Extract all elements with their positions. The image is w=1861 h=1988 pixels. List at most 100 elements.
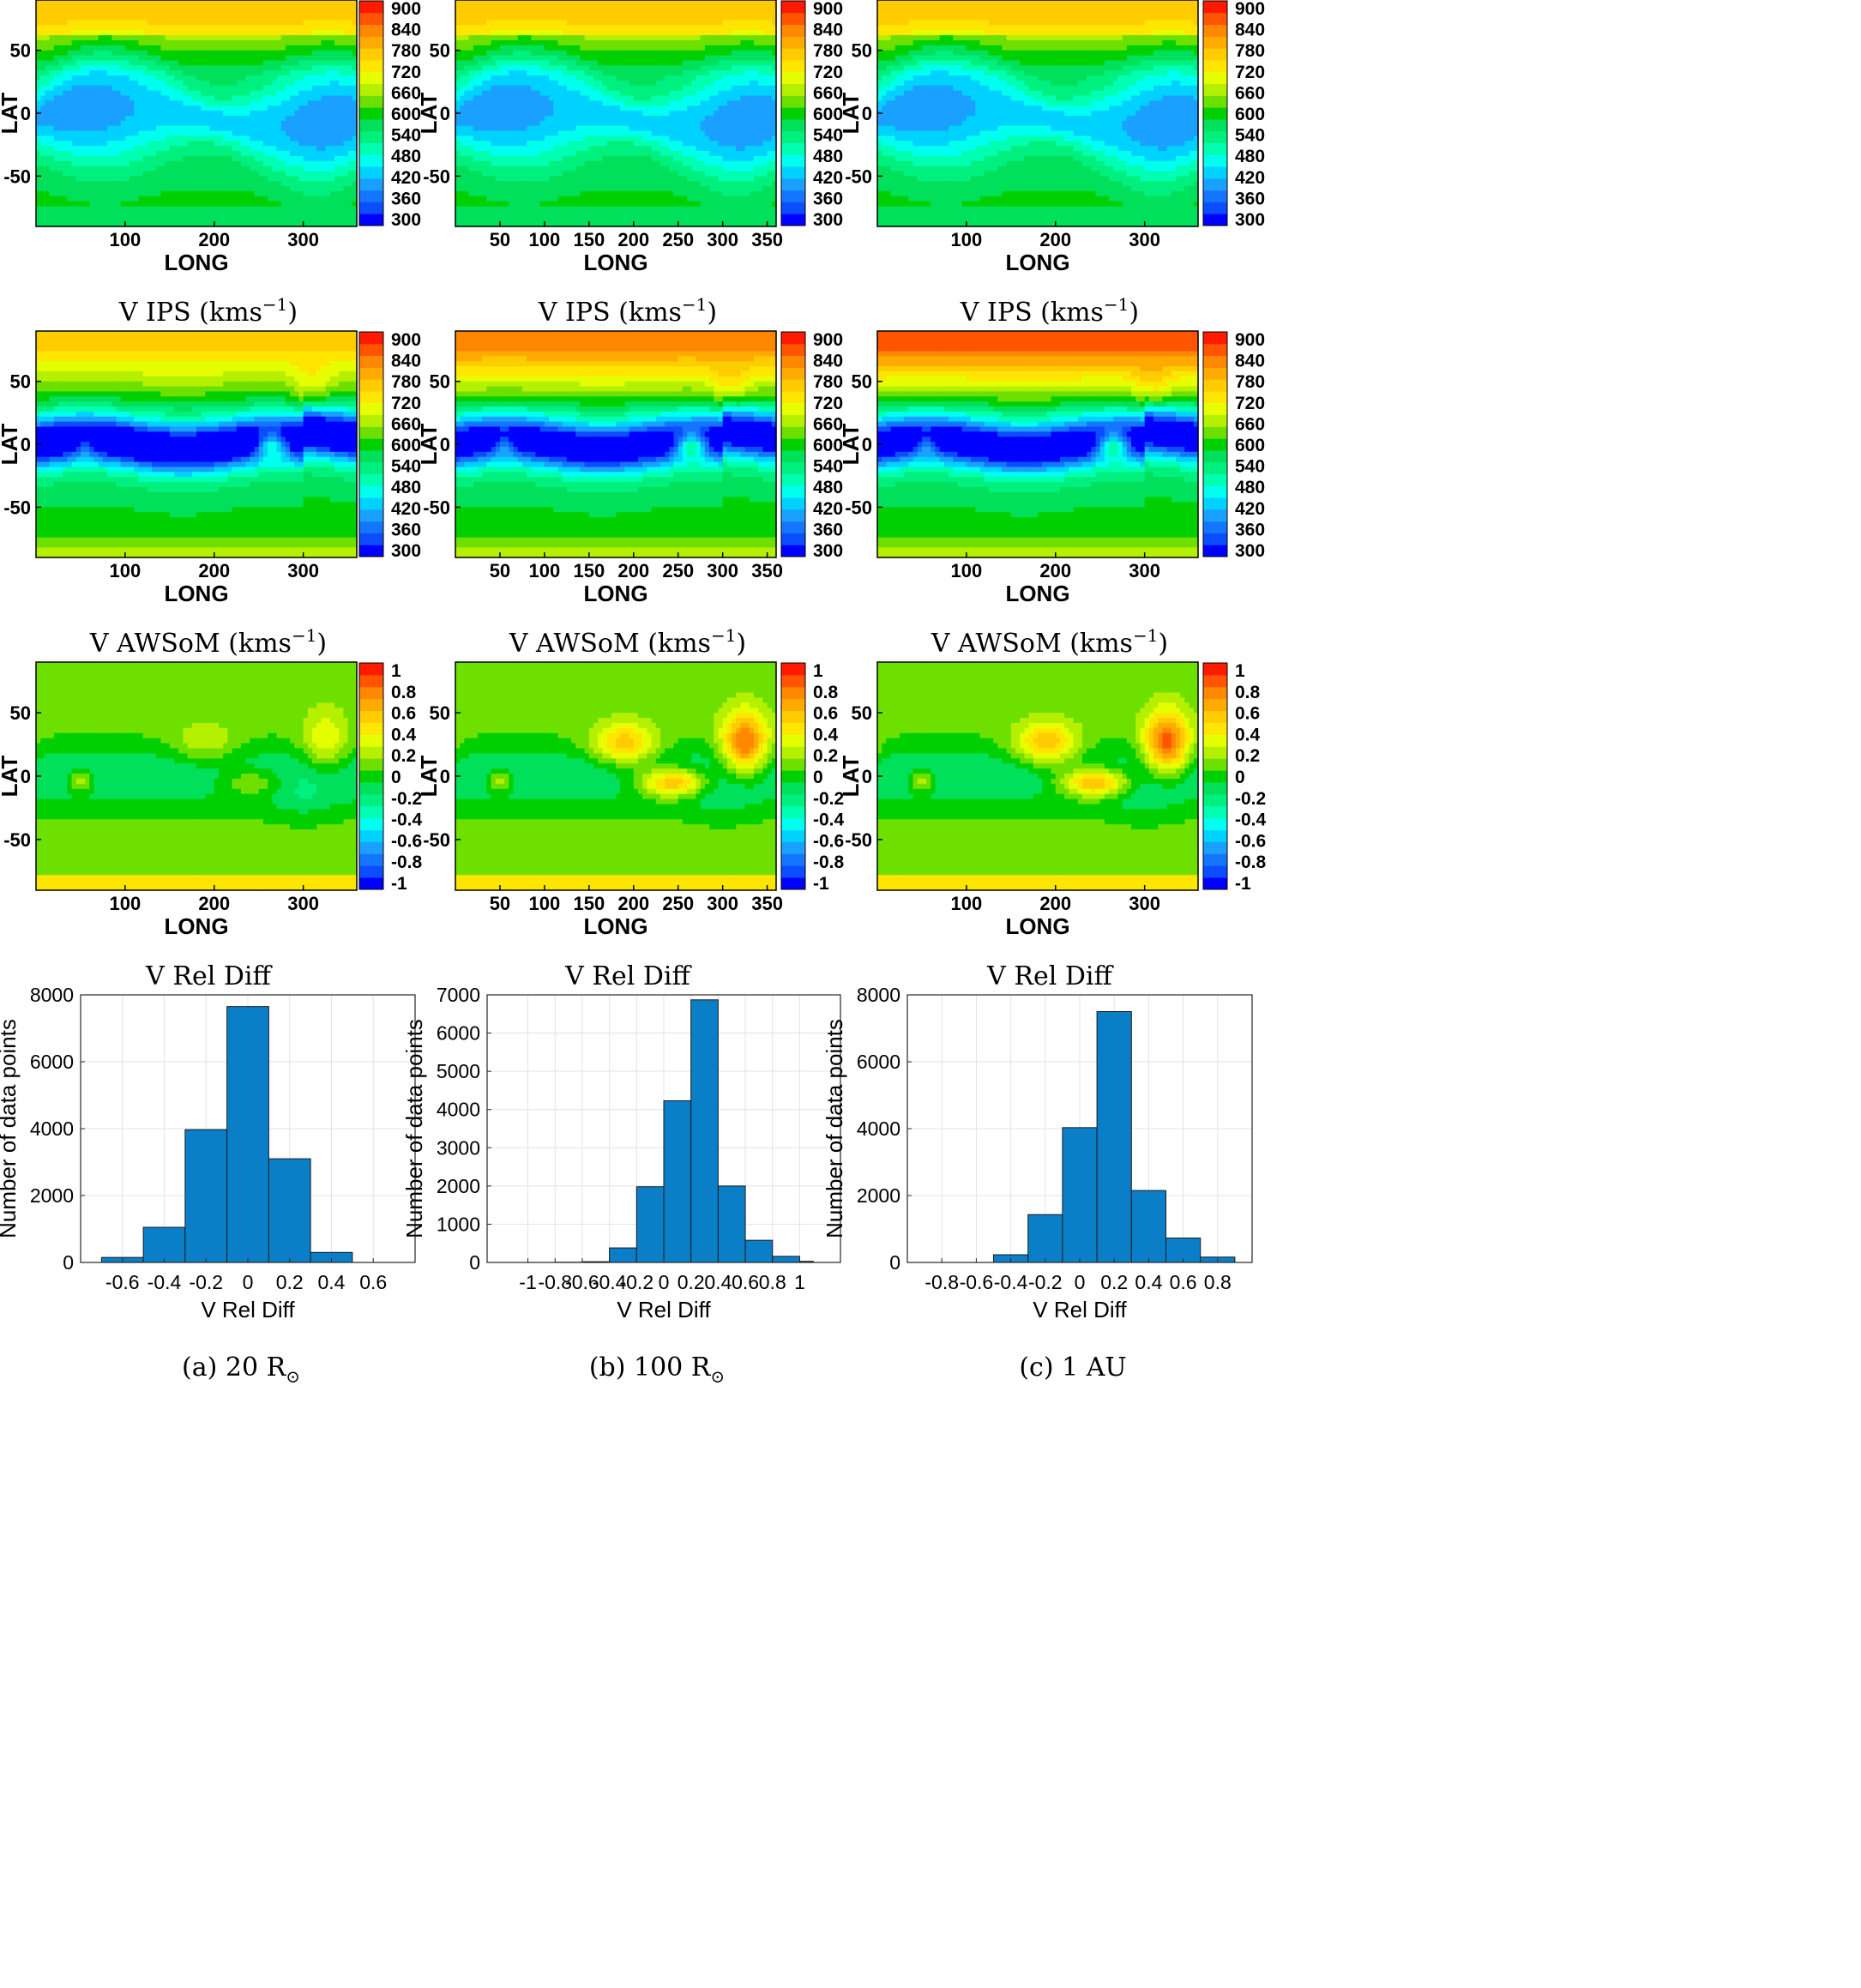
heatmap-cell — [58, 146, 63, 151]
heatmap-cell — [111, 136, 117, 141]
heatmap-cell — [134, 171, 139, 176]
heatmap-cell — [76, 10, 81, 15]
heatmap-cell — [94, 131, 99, 136]
heatmap-cell — [63, 100, 68, 105]
heatmap-cell — [40, 116, 45, 121]
heatmap-cell — [99, 151, 104, 156]
heatmap-cell — [148, 5, 153, 10]
heatmap-cell — [152, 126, 157, 131]
heatmap-cell — [63, 171, 68, 176]
heatmap-cell — [40, 40, 45, 45]
heatmap-cell — [129, 166, 135, 172]
heatmap-cell — [166, 171, 171, 176]
heatmap-cell — [54, 10, 59, 15]
heatmap-cell — [125, 156, 130, 161]
heatmap-cell — [121, 111, 126, 116]
heatmap-cell — [129, 60, 135, 65]
heatmap-cell — [76, 151, 81, 156]
heatmap-cell — [117, 151, 122, 156]
heatmap-cell — [54, 111, 59, 116]
heatmap-cell — [67, 181, 72, 186]
heatmap-cell — [81, 45, 86, 51]
heatmap-cell — [125, 166, 130, 172]
heatmap-cell — [148, 116, 153, 121]
heatmap-cell — [94, 196, 99, 202]
heatmap-cell — [166, 25, 171, 30]
heatmap-cell — [156, 161, 161, 166]
heatmap-cell — [156, 70, 161, 75]
heatmap-cell — [138, 65, 143, 70]
heatmap-cell — [152, 5, 157, 10]
heatmap-cell — [156, 111, 161, 116]
heatmap-cell — [36, 105, 41, 111]
heatmap-cell — [89, 81, 94, 86]
heatmap-cell — [166, 45, 171, 51]
heatmap-cell — [76, 86, 81, 91]
heatmap-cell — [67, 95, 72, 100]
heatmap-cell — [138, 202, 143, 207]
heatmap-cell — [111, 131, 117, 136]
heatmap-cell — [72, 216, 77, 221]
heatmap-cell — [134, 156, 139, 161]
heatmap-cell — [138, 75, 143, 81]
heatmap-cell — [156, 181, 161, 186]
heatmap-cell — [72, 156, 77, 161]
heatmap-cell — [148, 40, 153, 45]
heatmap-cell — [117, 186, 122, 191]
heatmap-cell — [143, 15, 148, 21]
heatmap-cell — [54, 207, 59, 212]
heatmap-cell — [67, 202, 72, 207]
heatmap-cell — [117, 136, 122, 141]
heatmap-cell — [50, 131, 55, 136]
heatmap-cell — [160, 181, 166, 186]
heatmap-cell — [89, 86, 94, 91]
heatmap-cell — [129, 0, 135, 5]
heatmap-cell — [107, 81, 112, 86]
heatmap-cell — [94, 100, 99, 105]
heatmap-cell — [76, 65, 81, 70]
heatmap-cell — [166, 56, 171, 61]
heatmap-cell — [94, 60, 99, 65]
heatmap-cell — [134, 121, 139, 126]
heatmap-cell — [85, 216, 90, 221]
heatmap-cell — [152, 15, 157, 21]
heatmap-cell — [40, 207, 45, 212]
heatmap-cell — [134, 30, 139, 35]
heatmap-cell — [81, 95, 86, 100]
heatmap-cell — [36, 121, 41, 126]
heatmap-cell — [125, 65, 130, 70]
heatmap-cell — [45, 202, 50, 207]
heatmap-cell — [134, 25, 139, 30]
heatmap-cell — [103, 86, 108, 91]
heatmap-cell — [160, 202, 166, 207]
heatmap-cell — [58, 151, 63, 156]
heatmap-cell — [85, 25, 90, 30]
heatmap-cell — [152, 86, 157, 91]
heatmap-cell — [72, 35, 77, 40]
heatmap-cell — [103, 116, 108, 121]
heatmap-cell — [67, 151, 72, 156]
heatmap-cell — [85, 181, 90, 186]
heatmap-cell — [143, 81, 148, 86]
heatmap-cell — [50, 95, 55, 100]
heatmap-cell — [134, 161, 139, 166]
heatmap-cell — [76, 0, 81, 5]
heatmap-cell — [45, 10, 50, 15]
heatmap-cell — [45, 15, 50, 21]
heatmap-cell — [67, 5, 72, 10]
heatmap-cell — [160, 131, 166, 136]
heatmap-cell — [50, 207, 55, 212]
heatmap-cell — [81, 56, 86, 61]
heatmap-cell — [129, 171, 135, 176]
heatmap-cell — [67, 20, 72, 25]
heatmap-cell — [94, 35, 99, 40]
heatmap-cell — [40, 86, 45, 91]
heatmap-cell — [117, 75, 122, 81]
heatmap-cell — [125, 100, 130, 105]
heatmap-cell — [152, 136, 157, 141]
heatmap-cell — [143, 207, 148, 212]
heatmap-cell — [107, 202, 112, 207]
heatmap-cell — [148, 166, 153, 172]
heatmap-cell — [94, 81, 99, 86]
heatmap-cell — [72, 146, 77, 151]
